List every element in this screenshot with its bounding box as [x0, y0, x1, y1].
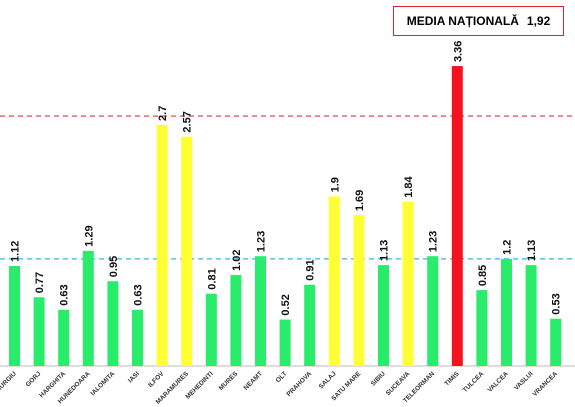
bar-suceava — [402, 201, 414, 366]
value-label: 0.63 — [133, 284, 145, 305]
value-labels: 1.12 0.77 0.63 1.29 0.95 0.63 2.7 2.57 0.81 1.02 1… — [10, 41, 563, 316]
category-label: VALCEA — [486, 370, 510, 394]
category-label: VRANCEA — [531, 370, 559, 398]
value-label: 2.7 — [157, 106, 169, 121]
value-label: 0.81 — [206, 268, 218, 289]
bar-ialomita — [107, 281, 119, 366]
category-label: IALOMITA — [89, 370, 116, 397]
bar-salaj — [328, 196, 340, 366]
value-label: 0.52 — [280, 294, 292, 315]
value-label: 1.84 — [403, 175, 415, 197]
bar-timis — [451, 66, 463, 366]
category-label: TULCEA — [462, 370, 486, 394]
bar-satu-mare — [353, 215, 365, 366]
bar-giurgiu — [9, 266, 20, 366]
value-label: 0.95 — [108, 256, 120, 277]
value-label: 1.2 — [502, 240, 514, 255]
bar-valcea — [501, 258, 512, 366]
category-label: SALAJ — [318, 370, 338, 390]
bar-vaslui — [525, 265, 537, 366]
value-label: 1.9 — [329, 177, 341, 192]
bar-ilfov — [156, 124, 168, 366]
bar-maramures — [181, 136, 193, 366]
value-label: 2.57 — [182, 111, 194, 132]
value-label: 0.85 — [477, 265, 489, 286]
bar-mures — [230, 274, 242, 366]
bar-tulcea — [476, 290, 488, 366]
bar-teleorman — [427, 256, 439, 366]
national-average-legend: MEDIA NAȚIONALĂ 1,92 — [393, 6, 564, 36]
bar-prahova — [304, 284, 316, 366]
value-label: 1.13 — [526, 240, 538, 261]
bar-mehedinti — [205, 293, 217, 366]
category-label: OLT — [275, 370, 289, 384]
bar-hunedoara — [82, 250, 94, 366]
category-label: NEAMT — [243, 370, 264, 391]
reference-lines — [0, 115, 575, 260]
category-label: TIMIS — [444, 370, 462, 388]
category-label: GIURGIU — [0, 370, 18, 395]
value-label: 1.12 — [10, 241, 22, 262]
value-label: 1.13 — [379, 240, 391, 261]
value-label: 1.69 — [354, 190, 366, 211]
value-label: 1.23 — [428, 231, 440, 252]
bars — [9, 66, 562, 366]
category-label: MURES — [218, 370, 240, 392]
bar-sibiu — [378, 265, 389, 366]
category-label: SIBIU — [370, 370, 387, 387]
category-label: PRAHOVA — [286, 370, 314, 398]
value-label: 0.63 — [59, 284, 71, 305]
value-label: 0.53 — [551, 293, 563, 314]
category-label: ILFOV — [147, 370, 166, 389]
national-average-value: 1,92 — [526, 14, 551, 28]
value-label: 0.91 — [305, 259, 317, 280]
value-label: 1.29 — [83, 225, 95, 246]
bar-harghita — [58, 309, 70, 366]
bar-olt — [279, 319, 291, 366]
value-label: 0.77 — [34, 272, 46, 293]
value-label: 3.36 — [452, 41, 464, 62]
bar-neamt — [255, 256, 266, 366]
bar-gorj — [33, 297, 45, 366]
category-label: IASI — [127, 370, 141, 384]
value-label: 1.02 — [231, 250, 243, 271]
value-label: 1.23 — [256, 231, 268, 252]
category-label: GORJ — [25, 370, 43, 388]
bar-vrancea — [550, 318, 562, 366]
category-label: VASLUI — [513, 370, 535, 392]
bar-iasi — [132, 309, 143, 366]
national-average-label: MEDIA NAȚIONALĂ — [406, 14, 519, 28]
